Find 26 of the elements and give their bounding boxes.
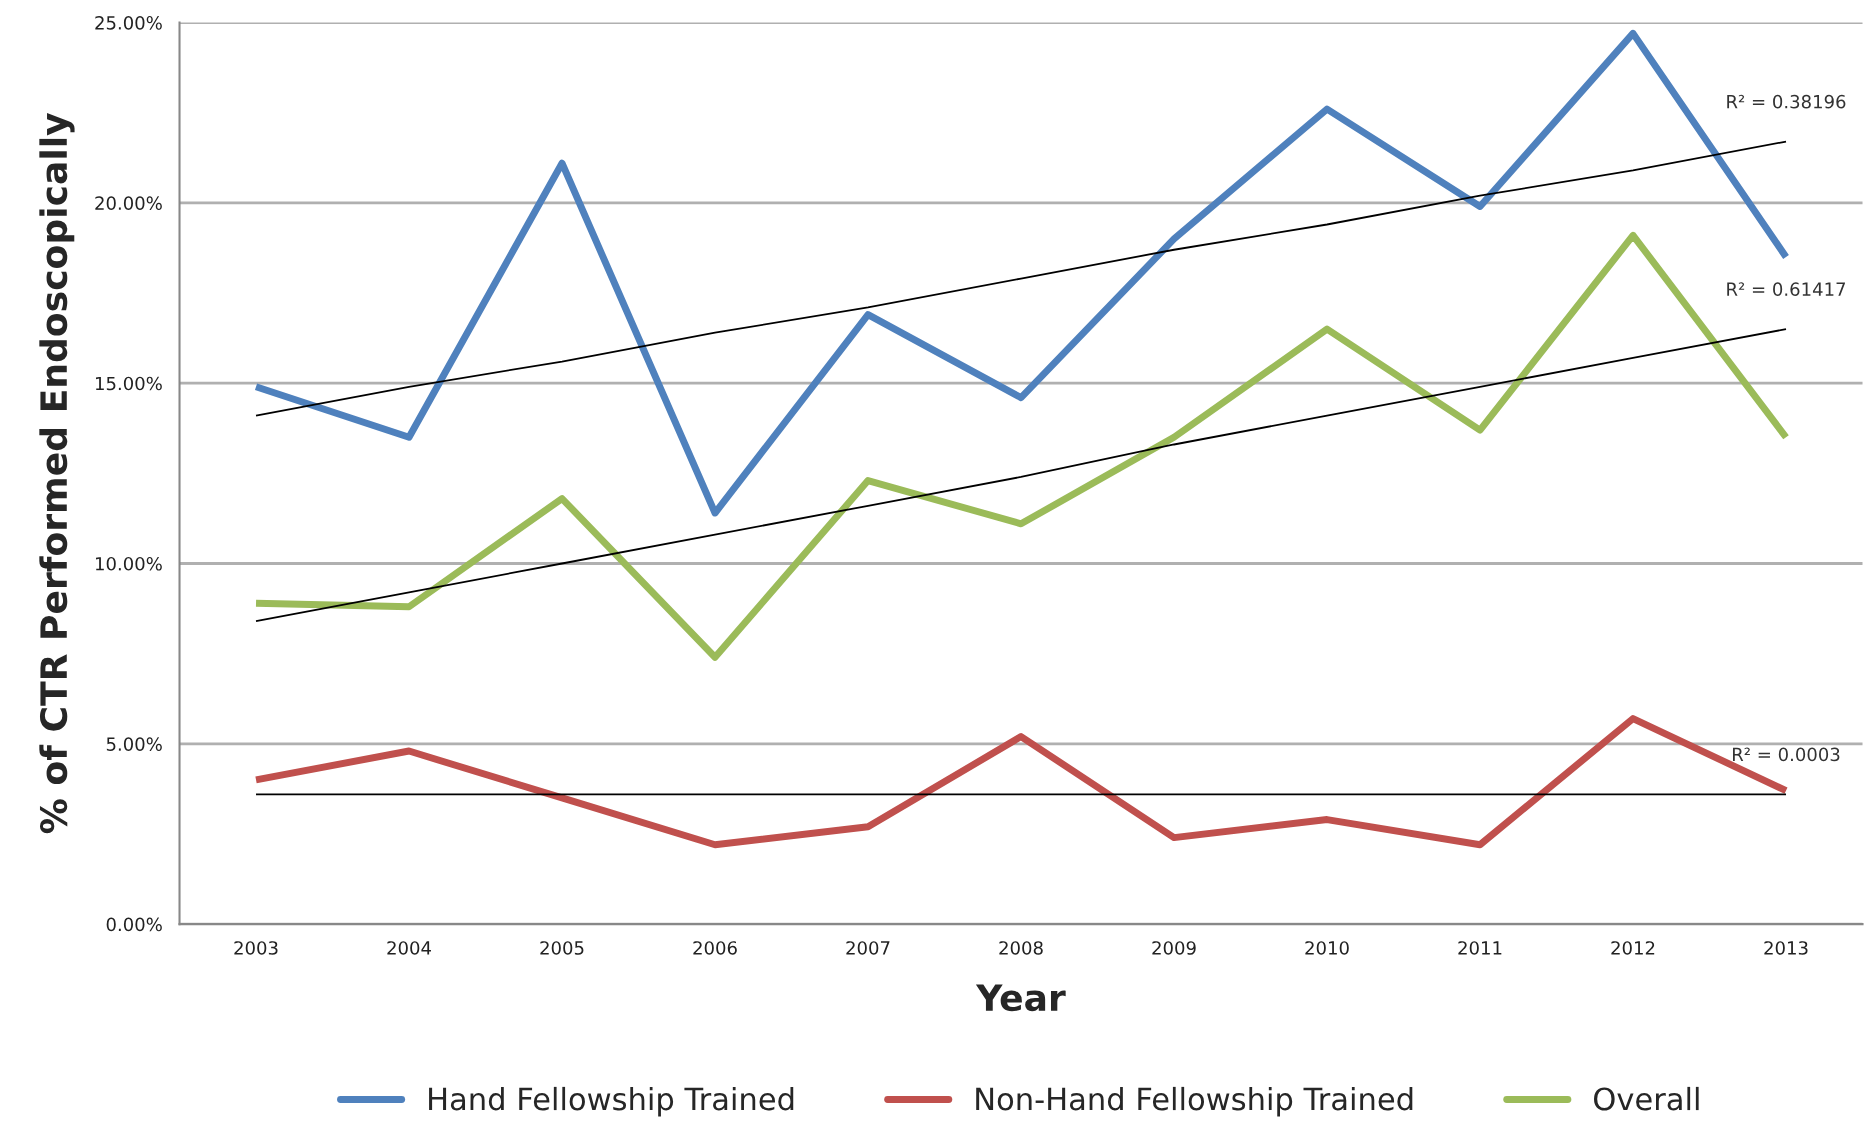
legend-label: Non-Hand Fellowship Trained — [976, 1086, 1413, 1117]
annotation: R² = 0.61417 — [1727, 282, 1845, 297]
y-tick-label: 5.00% — [106, 737, 162, 751]
line-series — [255, 328, 1787, 623]
y-tick-label: 20.00% — [95, 196, 162, 210]
y-tick-label: 25.00% — [95, 16, 162, 30]
x-tick-label: 2006 — [693, 941, 737, 955]
x-tick-label: 2012 — [1611, 941, 1655, 955]
x-tick-label: 2008 — [999, 941, 1043, 955]
x-tick-label: 2009 — [1152, 941, 1196, 955]
y-tick-label: 10.00% — [95, 556, 162, 571]
y-axis-title: % of CTR Performed Endoscopically — [39, 112, 75, 834]
x-tick-label: 2003 — [234, 941, 278, 955]
y-tick-label: 0.00% — [106, 917, 162, 932]
x-tick-label: 2011 — [1458, 941, 1502, 955]
legend-label: Hand Fellowship Trained — [429, 1086, 794, 1117]
annotation: R² = 0.0003 — [1733, 747, 1840, 762]
x-tick-label: 2005 — [540, 941, 584, 955]
y-tick-label: 15.00% — [95, 376, 162, 391]
annotation: R² = 0.38196 — [1727, 94, 1846, 109]
x-tick-label: 2007 — [846, 941, 890, 955]
x-tick-label: 2013 — [1764, 941, 1808, 955]
legend-label: Overall — [1594, 1086, 1699, 1111]
x-axis-title: Year — [975, 984, 1066, 1012]
x-tick-label: 2010 — [1305, 941, 1349, 955]
x-tick-label: 2004 — [387, 941, 431, 955]
